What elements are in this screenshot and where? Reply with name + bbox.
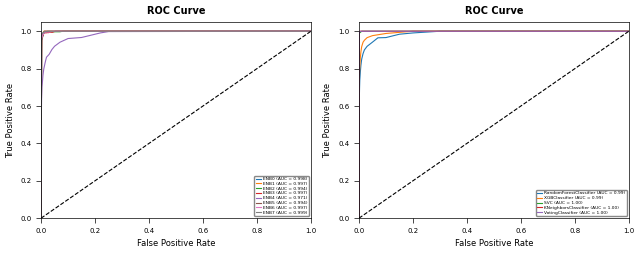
Y-axis label: True Positive Rate: True Positive Rate	[323, 83, 332, 157]
Y-axis label: True Positive Rate: True Positive Rate	[6, 83, 15, 157]
Title: ROC Curve: ROC Curve	[147, 6, 205, 15]
X-axis label: False Positive Rate: False Positive Rate	[454, 240, 533, 248]
Title: ROC Curve: ROC Curve	[465, 6, 523, 15]
Legend: ENB0 (AUC = 0.998), ENB1 (AUC = 0.997), ENB2 (AUC = 0.994), ENB3 (AUC = 0.997), : ENB0 (AUC = 0.998), ENB1 (AUC = 0.997), …	[255, 176, 308, 216]
Legend: RandomForestClassifier (AUC = 0.99), XGBClassifier (AUC = 0.99), SVC (AUC = 1.00: RandomForestClassifier (AUC = 0.99), XGB…	[536, 190, 627, 216]
X-axis label: False Positive Rate: False Positive Rate	[137, 240, 215, 248]
